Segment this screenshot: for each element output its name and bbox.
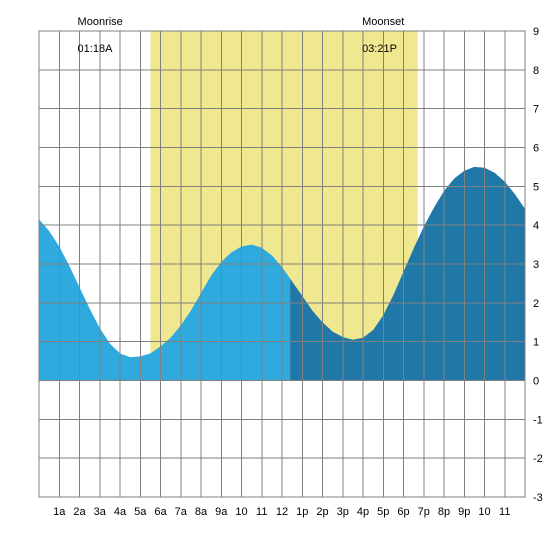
moonset-time: 03:21P [362,43,397,55]
chart-svg: -3-2-101234567891a2a3a4a5a6a7a8a9a101112… [0,0,550,550]
svg-text:7: 7 [533,104,539,116]
svg-text:8p: 8p [438,506,450,518]
svg-text:1p: 1p [296,506,308,518]
tide-chart: Moonrise 01:18A Moonset 03:21P -3-2-1012… [0,0,550,550]
svg-text:11: 11 [256,506,267,518]
svg-text:-2: -2 [533,453,543,465]
svg-text:9a: 9a [215,506,228,518]
svg-text:3: 3 [533,259,539,271]
svg-text:10: 10 [478,506,490,518]
svg-text:12: 12 [276,506,288,518]
svg-text:8: 8 [533,65,539,77]
svg-text:1: 1 [533,337,539,349]
svg-text:0: 0 [533,376,539,388]
svg-text:-3: -3 [533,492,543,504]
moonrise-label: Moonrise 01:18A [65,2,122,71]
svg-text:-1: -1 [533,414,543,426]
svg-text:4p: 4p [357,506,369,518]
svg-text:8a: 8a [195,506,208,518]
svg-text:7p: 7p [418,506,430,518]
svg-text:9p: 9p [458,506,470,518]
svg-text:5p: 5p [377,506,389,518]
svg-text:7a: 7a [175,506,188,518]
svg-text:2: 2 [533,298,539,310]
svg-text:5: 5 [533,181,539,193]
moonrise-time: 01:18A [78,43,113,55]
svg-text:11: 11 [499,506,510,518]
moonrise-title: Moonrise [78,16,123,28]
svg-text:9: 9 [533,26,539,38]
svg-text:4a: 4a [114,506,127,518]
moonset-title: Moonset [362,16,404,28]
moonset-label: Moonset 03:21P [350,2,404,71]
svg-text:5a: 5a [134,506,147,518]
svg-text:6p: 6p [397,506,409,518]
svg-text:3p: 3p [337,506,349,518]
svg-text:6: 6 [533,143,539,155]
svg-text:3a: 3a [94,506,107,518]
svg-text:6a: 6a [154,506,167,518]
svg-text:2a: 2a [73,506,86,518]
svg-text:10: 10 [235,506,247,518]
svg-text:2p: 2p [316,506,328,518]
svg-text:1a: 1a [53,506,66,518]
svg-text:4: 4 [533,220,539,232]
